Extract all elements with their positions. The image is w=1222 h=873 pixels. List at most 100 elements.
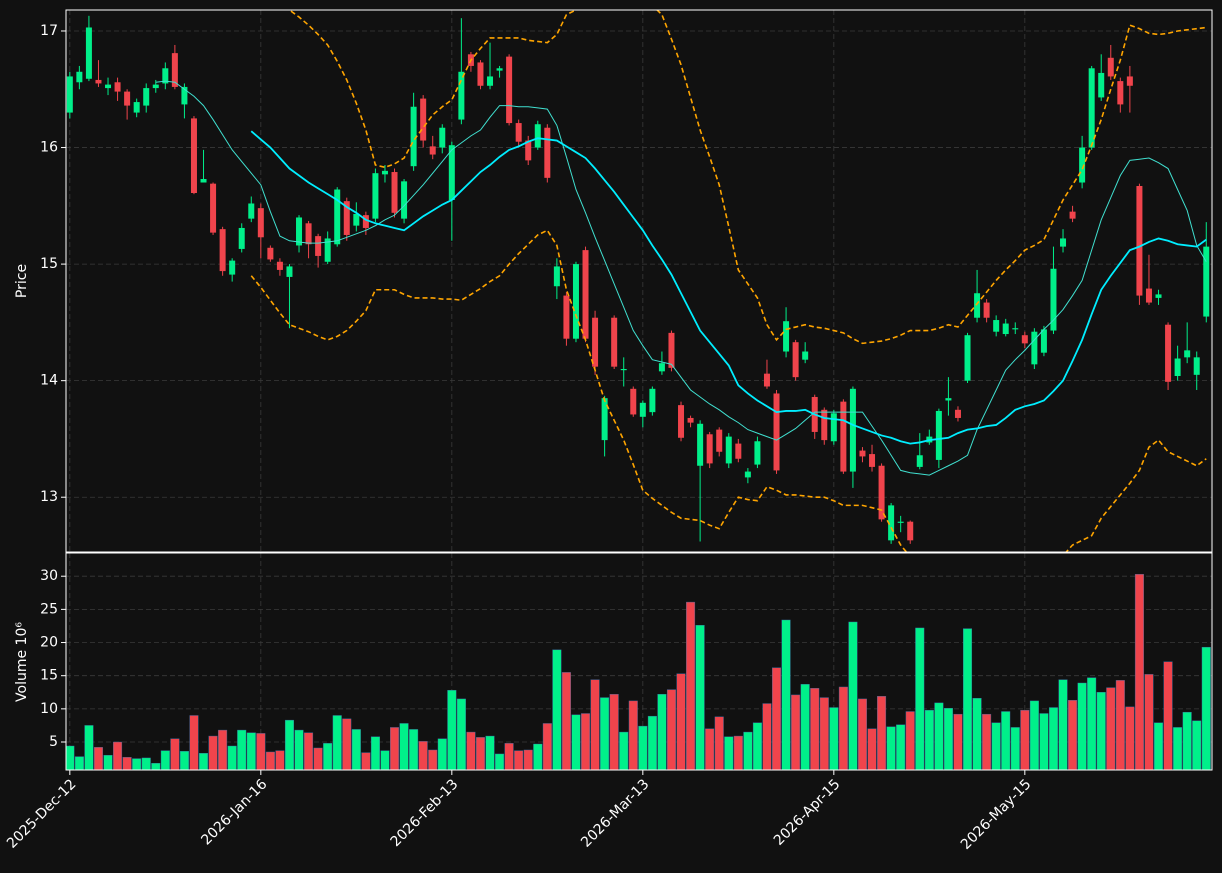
volume-bar	[1134, 574, 1144, 770]
candle-body	[840, 401, 847, 472]
candle-body	[1193, 357, 1200, 375]
candle-body	[830, 413, 837, 442]
candle-body	[1050, 268, 1057, 331]
volume-bar	[332, 715, 342, 770]
volume-bar	[66, 745, 75, 770]
candle-body	[763, 373, 770, 387]
candle-body	[792, 342, 799, 378]
candle-body	[362, 215, 369, 228]
volume-bar	[189, 715, 199, 770]
candle-body	[601, 398, 608, 441]
candle-body	[697, 423, 704, 466]
panel-frame	[65, 9, 1213, 553]
candle-body	[1184, 350, 1191, 358]
candle-body	[515, 123, 522, 142]
volume-bar	[609, 694, 619, 770]
volume-bar	[84, 725, 94, 770]
candle-body	[563, 295, 570, 339]
candle-body	[267, 247, 274, 260]
candle-body	[668, 332, 675, 368]
candle-body	[735, 443, 742, 459]
candle-body	[525, 140, 532, 161]
volume-bar	[399, 723, 409, 770]
volume-bar	[705, 728, 715, 770]
indicator-line	[250, 229, 1207, 552]
y-tick-label: 16	[40, 140, 58, 156]
candle-body	[448, 145, 455, 200]
volume-bar	[504, 743, 514, 770]
volume-bar	[323, 743, 333, 770]
candle-body	[1174, 358, 1181, 376]
volume-bar	[628, 700, 638, 770]
volume-bar	[74, 756, 84, 770]
volume-bar	[304, 732, 314, 770]
candle-body	[935, 410, 942, 460]
y-tick-label: 25	[40, 601, 58, 617]
volume-bar	[934, 702, 944, 770]
candle-body	[1088, 68, 1095, 148]
candle-body	[897, 521, 904, 523]
volume-bar	[772, 667, 782, 770]
candle-body	[238, 227, 245, 249]
volume-bar	[810, 688, 820, 770]
candle-body	[477, 62, 484, 86]
candle-body	[210, 183, 217, 233]
volume-bar	[982, 713, 992, 770]
indicator-line	[288, 10, 1207, 345]
candle-body	[964, 335, 971, 381]
volume-bar	[370, 736, 380, 770]
y-tick-label: 17	[40, 23, 58, 39]
volume-bar	[113, 741, 123, 770]
candle-body	[687, 417, 694, 423]
candle-body	[630, 388, 637, 415]
candle-body	[95, 79, 102, 84]
candle-body	[1155, 294, 1162, 298]
candle-body	[219, 229, 226, 272]
candle-body	[315, 236, 322, 256]
volume-bar	[1106, 687, 1116, 770]
volume-bar	[800, 684, 810, 770]
volume-bar	[657, 694, 667, 770]
candle-body	[410, 106, 417, 167]
candle-body	[458, 71, 465, 120]
indicator-line	[155, 80, 1207, 476]
candle-body	[821, 409, 828, 441]
candle-body	[849, 388, 856, 472]
candle-body	[544, 127, 551, 178]
volume-bar	[485, 735, 495, 770]
volume-bar	[1077, 682, 1087, 770]
candle-body	[1079, 147, 1086, 183]
volume-bar	[991, 722, 1001, 770]
candle-body	[859, 450, 866, 457]
volume-bar	[1039, 713, 1049, 770]
candle-body	[592, 317, 599, 367]
volume-bar	[1068, 700, 1078, 770]
y-tick-label: 13	[40, 489, 58, 505]
volume-bar	[294, 729, 304, 770]
volume-bar	[552, 649, 562, 770]
candle-body	[66, 76, 73, 113]
volume-bar	[179, 751, 189, 770]
volume-bar	[456, 698, 466, 770]
volume-bar	[246, 732, 256, 770]
candle-body	[439, 127, 446, 148]
candle-body	[744, 471, 751, 478]
candle-body	[429, 146, 436, 155]
volume-bar	[447, 690, 457, 770]
candle-body	[869, 454, 876, 467]
indicator-line	[250, 130, 1207, 445]
volume-bar	[514, 750, 524, 770]
y-tick-label: 20	[40, 635, 58, 651]
volume-bar	[1020, 709, 1030, 770]
volume-bar	[819, 697, 829, 770]
volume-bar	[1115, 680, 1125, 770]
candle-body	[582, 250, 589, 339]
candle-body	[725, 436, 732, 464]
candle-body	[381, 170, 388, 175]
y-tick-label: 15	[40, 256, 58, 272]
candle-body	[888, 505, 895, 541]
candle-body	[916, 455, 923, 467]
volume-bar	[714, 716, 724, 770]
